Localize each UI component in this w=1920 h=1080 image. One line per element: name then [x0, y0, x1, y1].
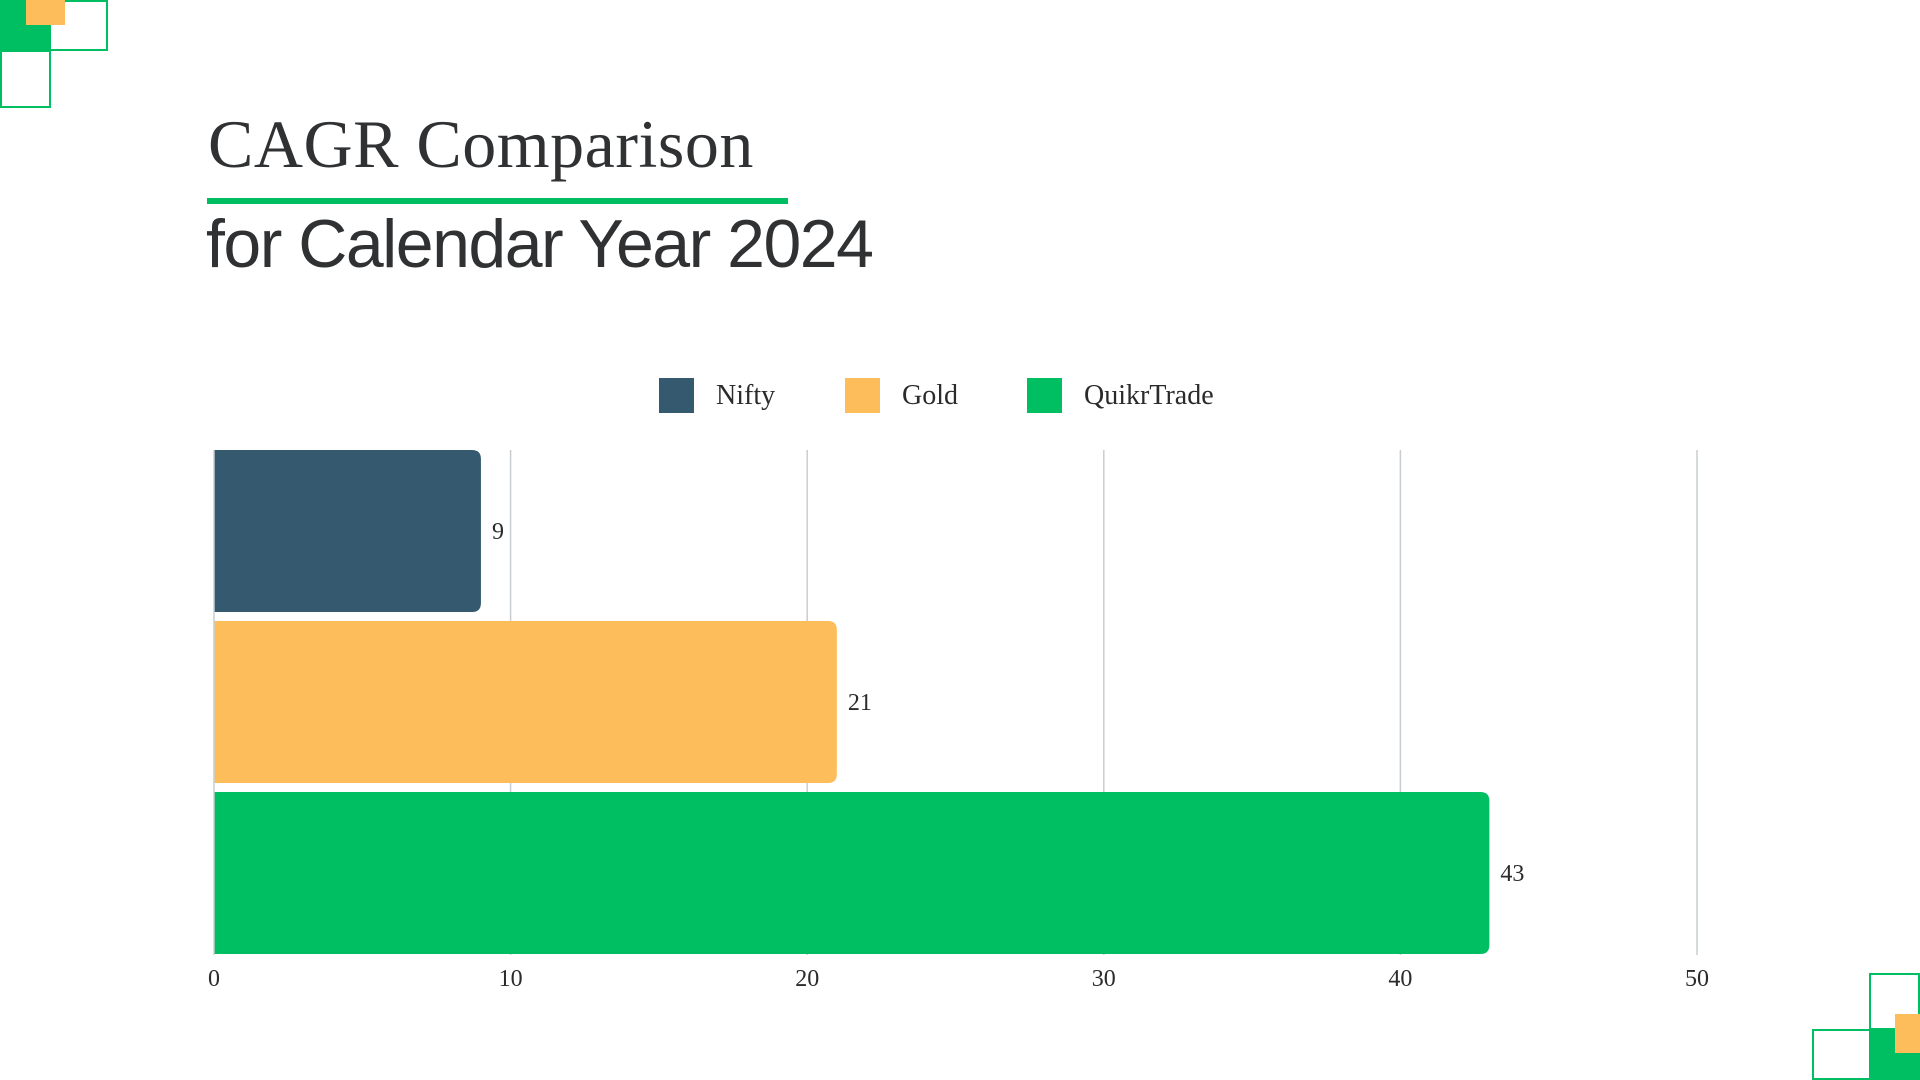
chart-subtitle: for Calendar Year 2024	[206, 206, 874, 282]
bar-quikrtrade	[214, 792, 1490, 954]
legend-label-gold: Gold	[902, 380, 958, 411]
x-tick-label-50: 50	[1685, 966, 1709, 992]
decor-square-top-left-orange	[26, 0, 65, 25]
x-tick-label-30: 30	[1092, 966, 1116, 992]
data-label-quikrtrade: 43	[1500, 861, 1524, 887]
x-tick-label-0: 0	[208, 966, 220, 992]
x-tick-label-10: 10	[499, 966, 523, 992]
data-label-gold: 21	[848, 690, 872, 716]
bar-gold	[214, 621, 837, 783]
legend-swatch-nifty	[659, 378, 694, 413]
bar-nifty	[214, 450, 481, 612]
x-tick-label-20: 20	[795, 966, 819, 992]
x-tick-label-40: 40	[1388, 966, 1412, 992]
legend-label-quikrtrade: QuikrTrade	[1084, 380, 1214, 411]
chart-title: CAGR Comparison	[208, 106, 754, 182]
data-label-nifty: 9	[492, 519, 504, 545]
legend-swatch-quikrtrade	[1027, 378, 1062, 413]
title-underline	[207, 198, 788, 204]
legend-label-nifty: Nifty	[716, 380, 775, 411]
decor-square-top-left-outline-lower	[0, 50, 51, 108]
decor-square-bottom-right-orange	[1895, 1014, 1920, 1053]
legend-swatch-gold	[845, 378, 880, 413]
